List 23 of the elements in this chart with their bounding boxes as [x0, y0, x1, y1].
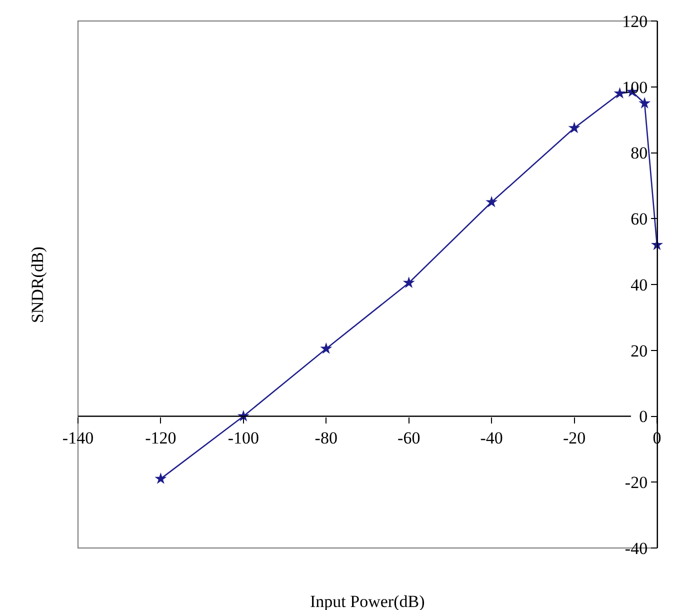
point [402, 276, 415, 288]
y-tick-label: 80 [630, 144, 648, 163]
point [638, 97, 651, 108]
y-tick-label: -20 [624, 473, 648, 492]
y-tick-label: 120 [622, 12, 648, 31]
y-tick-label: 60 [630, 210, 648, 229]
point [568, 122, 580, 134]
y-tick-label: 20 [630, 341, 648, 360]
y-tick-label: 100 [622, 78, 648, 97]
x-tick-label: -60 [398, 428, 420, 448]
y-tick-label: -40 [624, 538, 648, 558]
point [154, 472, 167, 484]
y-axis-title: SNDR(dB) [28, 246, 48, 324]
y-tick-label: 0 [639, 407, 648, 426]
point [320, 342, 332, 354]
point [486, 196, 498, 208]
x-tick-label: -140 [62, 428, 94, 448]
x-tick-label: -80 [314, 428, 338, 448]
x-tick-label: -100 [228, 428, 260, 448]
x-tick-label: -120 [145, 428, 176, 448]
x-tick-label: -40 [480, 428, 503, 448]
y-tick-label: 40 [630, 275, 648, 294]
x-tick-label: -20 [562, 428, 586, 448]
